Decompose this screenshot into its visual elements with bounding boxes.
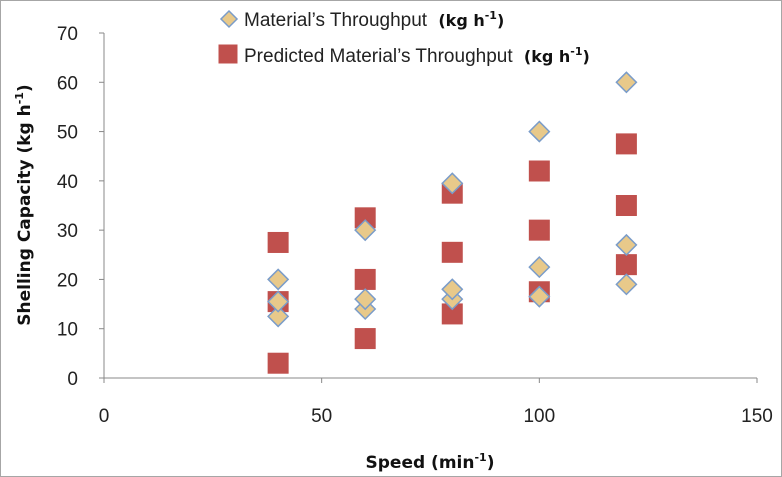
material-throughput-point: [615, 273, 638, 296]
legend-unit-sup-0: -1: [485, 9, 497, 22]
x-tick-label: 150: [741, 406, 773, 427]
material-throughput-point: [267, 290, 290, 313]
predicted-throughput-point: [528, 160, 550, 182]
y-tick-label: 0: [67, 369, 78, 390]
material-throughput-point: [615, 233, 638, 256]
y-tick-label: 40: [57, 172, 78, 193]
y-tick-group: 0 10 20 30 40 50 60 70: [57, 24, 104, 390]
legend-label-material-throughput: Material’s Throughput (kg h-1): [244, 9, 504, 31]
legend-square-marker: [218, 44, 238, 64]
material-throughput-point: [528, 120, 551, 143]
legend-unit-close-1: ): [583, 47, 590, 66]
material-throughput-point: [354, 288, 377, 311]
y-tick-label: 60: [57, 73, 78, 94]
predicted-throughput-point: [615, 133, 637, 155]
predicted-throughput-point: [267, 352, 289, 374]
x-axis-title: Speed (min-1): [366, 451, 495, 473]
legend-unit-1: (kg h: [524, 47, 570, 66]
predicted-throughput-point: [615, 195, 637, 216]
legend-unit-sup-1: -1: [570, 45, 582, 58]
x-axis-title-text: Speed (min: [366, 453, 475, 473]
y-axis-title-sup: -1: [13, 92, 26, 104]
x-tick-label: 100: [523, 406, 555, 427]
y-tick-label: 50: [57, 123, 78, 144]
material-throughput-point: [441, 172, 464, 195]
legend-entry-material-throughput: Material’s Throughput (kg h-1): [219, 9, 504, 31]
material-throughput-point: [528, 285, 551, 308]
y-tick-label: 30: [57, 221, 78, 242]
legend-label-predicted-throughput: Predicted Material’s Throughput (kg h-1): [244, 45, 590, 67]
legend-series-name-1: Predicted Material’s Throughput: [244, 46, 513, 67]
predicted-throughput-point: [267, 231, 289, 253]
x-tick-label: 50: [311, 406, 332, 427]
legend: Material’s Throughput (kg h-1) Predicted…: [218, 9, 590, 67]
predicted-throughput-point: [528, 219, 550, 241]
legend-series-name-0: Material’s Throughput: [244, 10, 428, 31]
predicted-throughput-point: [354, 328, 376, 350]
legend-unit-close-0: ): [497, 11, 504, 30]
material-throughput-point: [267, 305, 290, 328]
y-axis-title-text: Shelling Capacity (kg h: [15, 104, 35, 325]
material-throughput-point: [615, 71, 638, 94]
predicted-throughput-point: [615, 254, 637, 276]
legend-unit-0: (kg h: [438, 11, 484, 30]
axes: [103, 33, 757, 379]
material-throughput-point: [441, 278, 464, 301]
x-tick-label: 0: [99, 406, 110, 427]
legend-entry-predicted-throughput: Predicted Material’s Throughput (kg h-1): [218, 44, 590, 67]
x-axis-title-sup: -1: [474, 451, 486, 464]
legend-diamond-marker: [219, 9, 239, 29]
y-tick-label: 70: [57, 24, 78, 45]
x-tick-group: 0 50 100 150: [99, 378, 773, 427]
y-axis-title: Shelling Capacity (kg h-1): [13, 84, 35, 325]
y-tick-label: 20: [57, 270, 78, 291]
material-throughput-point: [354, 219, 377, 242]
y-tick-label: 10: [57, 320, 78, 341]
material-throughput-point: [528, 256, 551, 279]
x-axis-title-close: ): [487, 453, 495, 473]
predicted-throughput-point: [441, 241, 463, 263]
y-axis-title-close: ): [15, 84, 35, 92]
predicted-throughput-point: [354, 268, 376, 290]
material-throughput-point: [267, 268, 290, 291]
data-marks: [267, 71, 638, 374]
